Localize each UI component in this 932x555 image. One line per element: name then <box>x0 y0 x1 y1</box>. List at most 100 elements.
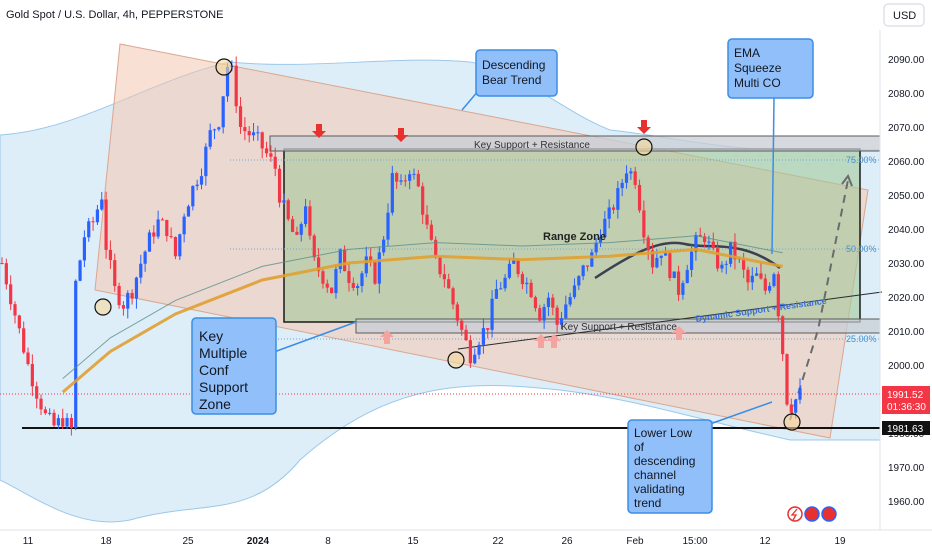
candle-body <box>382 239 386 253</box>
key-level-top-label: Key Support + Resistance <box>474 140 590 151</box>
candle-body <box>646 237 650 251</box>
candle-body <box>529 282 533 298</box>
candle-body <box>260 132 264 149</box>
candle-body <box>195 184 199 187</box>
candle-body <box>477 344 481 355</box>
candle-body <box>711 241 715 249</box>
range-zone-label: Range Zone <box>543 231 606 243</box>
candle-body <box>533 297 538 309</box>
candle-body <box>789 404 793 413</box>
currency-button-box <box>883 3 925 27</box>
candle-body <box>269 153 273 157</box>
time-tick-label: 15:00 <box>682 536 707 547</box>
time-tick-label: 18 <box>100 536 112 547</box>
candle-body <box>412 173 416 175</box>
candle-body <box>13 304 17 316</box>
candle-body <box>416 173 420 187</box>
candle-body <box>650 250 655 268</box>
pivot-circle-1 <box>215 58 233 76</box>
candle-body <box>74 280 78 428</box>
lightning-glyph-icon <box>790 508 798 521</box>
time-tick-label: 26 <box>561 536 573 547</box>
candle-body <box>113 260 117 286</box>
time-tick-label: 8 <box>325 536 331 547</box>
price-axis[interactable]: 2090.00 2080.00 2070.00 2060.00 2050.00 2040.… <box>888 55 925 508</box>
callout-lower-line-1: Lower Low <box>634 426 692 440</box>
candle-body <box>781 316 785 355</box>
currency-button[interactable]: USD <box>883 3 925 27</box>
candle-body <box>182 216 186 235</box>
candle-body <box>512 259 516 264</box>
candle-body <box>225 66 230 97</box>
time-tick-label: 22 <box>492 536 504 547</box>
candle-body <box>724 263 728 265</box>
candle-body <box>208 130 212 147</box>
candle-body <box>126 292 130 309</box>
candle-body <box>408 174 412 181</box>
flag-icon-2 <box>821 506 837 522</box>
callout-lower-low[interactable]: Lower Low of descending channel validati… <box>627 401 773 514</box>
candle-body <box>442 274 446 280</box>
candle-body <box>316 257 321 272</box>
candle-body <box>303 206 308 225</box>
callout-ema-line-1: EMA <box>734 46 760 60</box>
currency-button-label: USD <box>893 10 916 22</box>
candle-body <box>607 207 611 219</box>
projection-arrowhead <box>841 173 853 187</box>
candle-body <box>603 218 607 238</box>
dynamic-sr-line[interactable] <box>457 291 883 350</box>
red-arrow-3 <box>637 120 651 134</box>
candle-body <box>525 282 529 285</box>
candle-body <box>364 256 368 274</box>
candle-body <box>616 188 620 210</box>
candle-body <box>794 399 798 413</box>
callout-descending[interactable]: Descending Bear Trend <box>461 49 558 111</box>
last-price-tag-box <box>882 386 930 414</box>
price-tick-label: 1970.00 <box>888 463 925 474</box>
candle-body <box>763 278 767 291</box>
callout-key-multiple[interactable]: Key Multiple Conf Support Zone <box>191 317 357 415</box>
time-axis[interactable]: 11 18 25 2024 8 15 22 26 Feb 15:00 12 19 <box>23 536 846 547</box>
candle-body <box>134 277 139 299</box>
pink-arrow-2 <box>534 334 548 348</box>
callout-lower-line-2: of <box>634 440 645 454</box>
candle-body <box>503 277 507 289</box>
candle-body <box>468 340 472 364</box>
candle-body <box>694 234 698 252</box>
candle-body <box>256 132 260 134</box>
candle-body <box>672 271 676 278</box>
price-tick-label: 2090.00 <box>888 55 925 66</box>
candle-body <box>30 363 34 387</box>
candle-body <box>377 252 381 284</box>
price-tick-label: 2040.00 <box>888 225 925 236</box>
candle-body <box>390 173 394 213</box>
candle-body <box>746 269 750 283</box>
callout-ema-squeeze[interactable]: EMA Squeeze Multi CO <box>727 38 814 255</box>
candle-body <box>343 249 347 272</box>
key-level-bottom-label: Key Support + Resistance <box>561 322 677 333</box>
candle-body <box>486 328 490 330</box>
range-zone[interactable] <box>283 148 861 323</box>
candle-body <box>733 241 737 260</box>
candle-body <box>759 273 763 279</box>
fib-50-label: 50.00% <box>846 244 877 254</box>
flag-icon-1 <box>804 506 820 522</box>
price-tick-label: 2050.00 <box>888 191 925 202</box>
pivot-circle-3 <box>447 351 465 369</box>
candle-body <box>299 224 303 235</box>
dark-curve <box>594 241 781 280</box>
candle-body <box>52 412 56 426</box>
candle-body <box>173 236 178 257</box>
support-price-tag: 1981.63 <box>882 421 930 435</box>
candle-body <box>56 418 60 426</box>
candle-body <box>568 297 572 305</box>
candle-body <box>559 318 564 325</box>
candle-body <box>663 253 668 256</box>
candle-body <box>590 252 594 267</box>
callout-key-line-3: Conf <box>199 362 229 378</box>
candle-body <box>4 263 8 285</box>
candle-body <box>516 259 520 275</box>
candle-body <box>438 256 442 275</box>
